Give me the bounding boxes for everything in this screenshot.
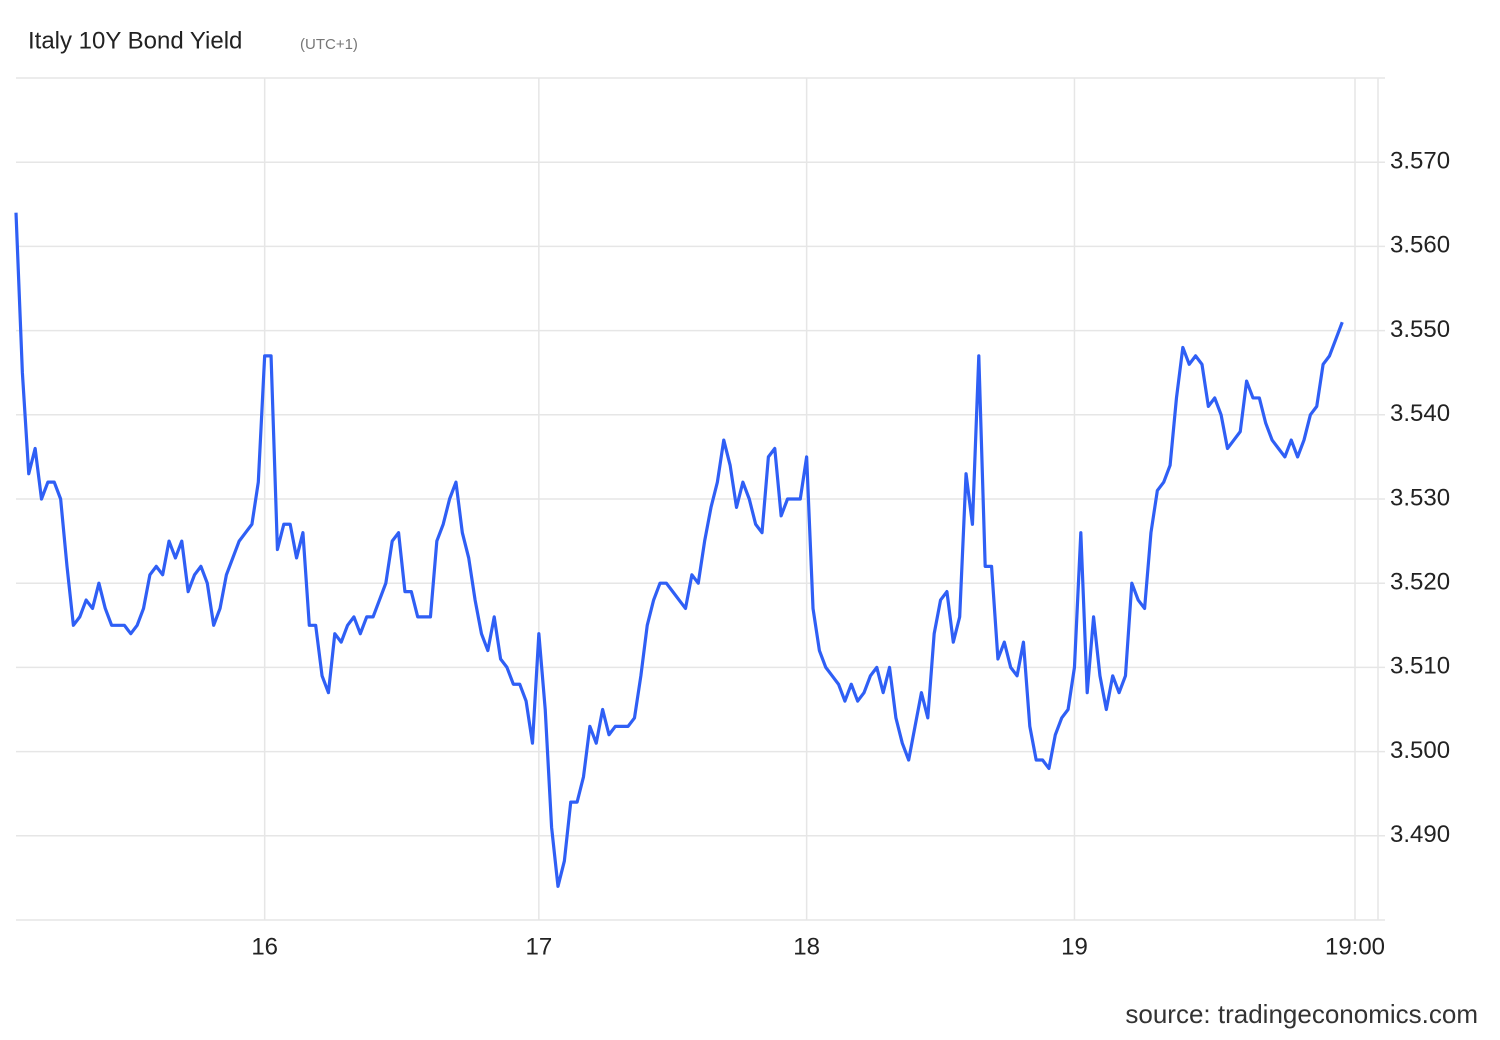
x-tick-label: 18 (793, 933, 820, 960)
x-tick-label: 19:00 (1325, 933, 1385, 960)
yield-line (14, 212, 1344, 888)
y-tick-label: 3.540 (1390, 400, 1450, 427)
x-tick-label: 17 (525, 933, 552, 960)
chart-subtitle: (UTC+1) (300, 36, 358, 53)
x-tick-label: 19 (1061, 933, 1088, 960)
y-tick-label: 3.500 (1390, 737, 1450, 764)
y-tick-label: 3.520 (1390, 569, 1450, 596)
x-tick-label: 16 (251, 933, 278, 960)
y-tick-label: 3.550 (1390, 316, 1450, 343)
y-tick-label: 3.490 (1390, 821, 1450, 848)
y-tick-label: 3.570 (1390, 148, 1450, 175)
source-note: source: tradingeconomics.com (1125, 999, 1478, 1029)
y-tick-label: 3.530 (1390, 484, 1450, 511)
chart-title: Italy 10Y Bond Yield (28, 27, 242, 54)
y-tick-label: 3.560 (1390, 232, 1450, 259)
y-tick-label: 3.510 (1390, 653, 1450, 680)
